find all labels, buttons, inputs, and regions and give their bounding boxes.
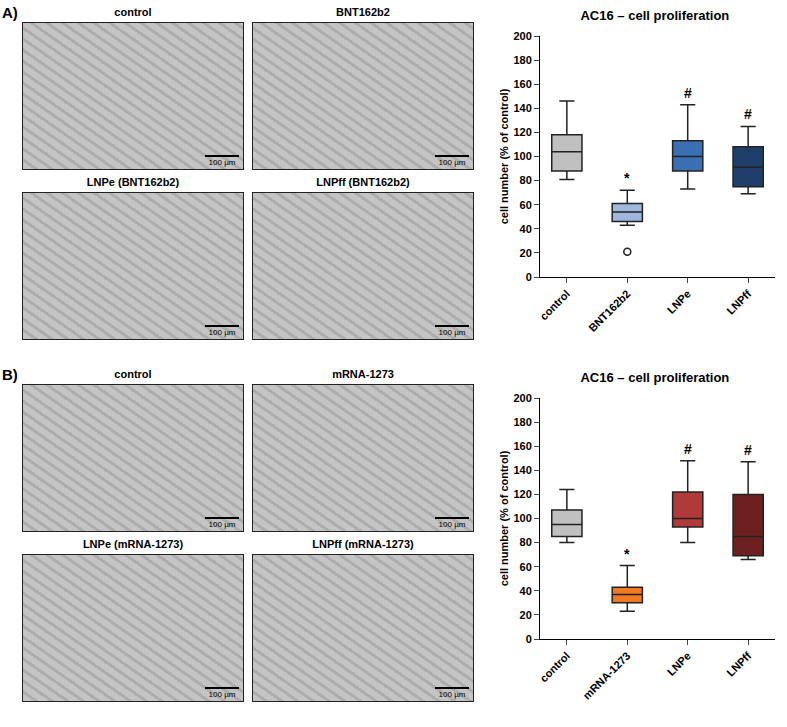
html-text:100 µm: 100 µm (208, 520, 236, 529)
html-text:LNPff (mRNA-1273): LNPff (mRNA-1273) (312, 538, 414, 550)
svg-text:AC16 – cell proliferation: AC16 – cell proliferation (580, 8, 729, 23)
svg-text:40: 40 (520, 585, 532, 597)
html-text:100 µm: 100 µm (438, 520, 466, 529)
svg-text:60: 60 (520, 561, 532, 573)
html-text:BNT162b2: BNT162b2 (336, 6, 390, 18)
html-text:B): B) (2, 366, 18, 383)
html-text:100 µm: 100 µm (438, 328, 466, 337)
svg-text:LNPe: LNPe (665, 650, 693, 678)
svg-text:control: control (537, 288, 572, 323)
html-text:control: control (114, 368, 152, 380)
svg-text:100: 100 (513, 150, 531, 162)
svg-text:#: # (684, 441, 692, 457)
html-text:100 µm: 100 µm (208, 328, 236, 337)
svg-text:#: # (744, 442, 752, 458)
svg-text:0: 0 (526, 271, 532, 283)
svg-text:BNT162b2: BNT162b2 (586, 288, 633, 335)
svg-text:180: 180 (513, 54, 531, 66)
svg-text:100: 100 (513, 512, 531, 524)
html-text:100 µm: 100 µm (438, 690, 466, 699)
svg-text:LNPe: LNPe (665, 288, 693, 316)
svg-text:control: control (537, 650, 572, 685)
svg-text:140: 140 (513, 464, 531, 476)
svg-text:LNPff: LNPff (724, 287, 753, 316)
svg-text:0: 0 (526, 633, 532, 645)
svg-text:cell number (% of control): cell number (% of control) (498, 88, 510, 224)
svg-text:40: 40 (520, 223, 532, 235)
svg-text:180: 180 (513, 416, 531, 428)
svg-text:60: 60 (520, 199, 532, 211)
svg-text:20: 20 (520, 247, 532, 259)
html-text:LNPff (BNT162b2): LNPff (BNT162b2) (316, 176, 410, 188)
html-text:LNPe (BNT162b2): LNPe (BNT162b2) (86, 176, 180, 188)
html-text:100 µm: 100 µm (208, 158, 236, 167)
svg-text:200: 200 (513, 30, 531, 42)
svg-text:#: # (684, 85, 692, 101)
svg-text:AC16 – cell proliferation: AC16 – cell proliferation (580, 370, 729, 385)
svg-text:120: 120 (513, 488, 531, 500)
svg-text:mRNA-1273: mRNA-1273 (580, 650, 632, 702)
html-text:100 µm: 100 µm (438, 158, 466, 167)
svg-text:*: * (624, 546, 630, 562)
svg-text:#: # (744, 106, 752, 122)
html-text:mRNA-1273: mRNA-1273 (332, 368, 394, 380)
svg-text:*: * (624, 170, 630, 186)
html-text:control: control (114, 6, 152, 18)
svg-text:20: 20 (520, 609, 532, 621)
svg-text:160: 160 (513, 440, 531, 452)
svg-text:80: 80 (520, 174, 532, 186)
svg-text:160: 160 (513, 78, 531, 90)
svg-text:120: 120 (513, 126, 531, 138)
svg-text:LNPff: LNPff (724, 649, 753, 678)
html-text:100 µm: 100 µm (208, 690, 236, 699)
svg-text:140: 140 (513, 102, 531, 114)
svg-text:80: 80 (520, 536, 532, 548)
svg-text:cell number (% of control): cell number (% of control) (498, 450, 510, 586)
svg-text:200: 200 (513, 392, 531, 404)
html-text:A): A) (2, 4, 18, 21)
html-text:LNPe (mRNA-1273): LNPe (mRNA-1273) (82, 538, 184, 550)
